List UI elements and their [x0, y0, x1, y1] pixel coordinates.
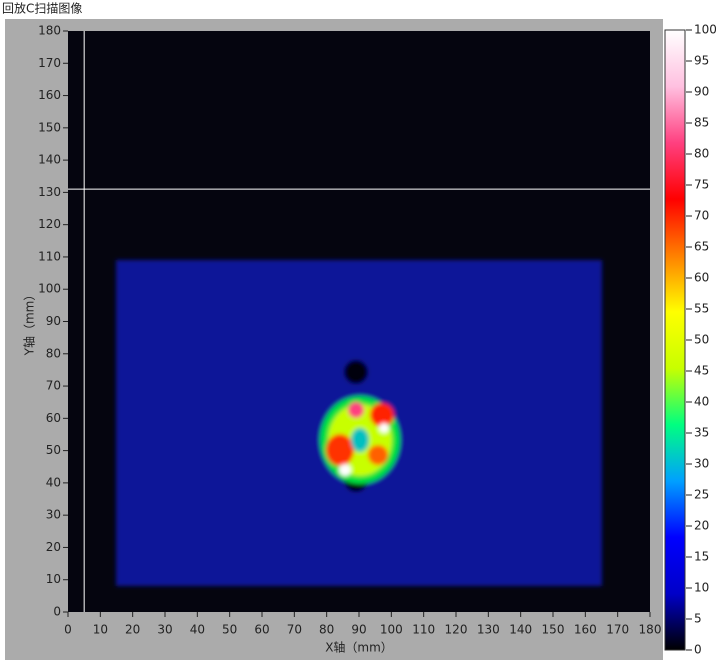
y-tick-label: 140 [38, 153, 61, 167]
x-tick-label: 90 [351, 623, 366, 637]
x-tick-label: 110 [412, 623, 435, 637]
y-tick-label: 160 [38, 88, 61, 102]
colorbar-tick-label: 100 [694, 23, 716, 37]
x-tick-label: 180 [639, 623, 662, 637]
y-tick-label: 20 [46, 540, 61, 554]
colorbar-tick-label: 70 [694, 209, 709, 223]
colorbar-tick-label: 80 [694, 147, 709, 161]
defect [351, 428, 369, 452]
x-axis-label: X轴（mm） [325, 640, 393, 655]
colorbar-tick-label: 90 [694, 85, 709, 99]
y-tick-label: 110 [38, 249, 61, 263]
x-tick-label: 0 [64, 623, 72, 637]
scan-image [116, 260, 602, 586]
y-tick-label: 90 [46, 314, 61, 328]
y-tick-label: 100 [38, 282, 61, 296]
x-tick-label: 40 [190, 623, 205, 637]
y-tick-label: 0 [53, 605, 61, 619]
x-tick-label: 170 [606, 623, 629, 637]
x-tick-label: 20 [125, 623, 140, 637]
colorbar-tick-label: 25 [694, 488, 709, 502]
y-tick-label: 50 [46, 443, 61, 457]
y-tick-label: 150 [38, 120, 61, 134]
y-tick-label: 60 [46, 411, 61, 425]
y-axis-label: Y轴（mm） [22, 289, 37, 357]
colorbar-tick-label: 65 [694, 240, 709, 254]
colorbar-tick-label: 45 [694, 364, 709, 378]
defect [339, 464, 351, 476]
window-title: 回放C扫描图像 [2, 1, 82, 16]
colorbar-tick-label: 10 [694, 581, 709, 595]
x-tick-label: 150 [542, 623, 565, 637]
defect [348, 402, 364, 418]
colorbar-tick-label: 55 [694, 302, 709, 316]
colorbar-tick-label: 20 [694, 519, 709, 533]
colorbar-tick-label: 35 [694, 426, 709, 440]
colorbar [664, 29, 686, 651]
defect [370, 403, 394, 427]
x-tick-label: 100 [380, 623, 403, 637]
x-tick-label: 60 [254, 623, 269, 637]
x-tick-label: 10 [93, 623, 108, 637]
x-tick-label: 70 [287, 623, 302, 637]
y-tick-label: 130 [38, 185, 61, 199]
x-tick-label: 130 [477, 623, 500, 637]
colorbar-tick-label: 30 [694, 457, 709, 471]
y-tick-label: 30 [46, 508, 61, 522]
colorbar-tick-label: 50 [694, 333, 709, 347]
colorbar-tick-label: 5 [694, 612, 702, 626]
colorbar-tick-label: 15 [694, 550, 709, 564]
defect [368, 445, 388, 465]
colorbar-tick-label: 95 [694, 54, 709, 68]
colorbar-tick-label: 0 [694, 643, 702, 657]
colorbar-tick-label: 85 [694, 116, 709, 130]
y-tick-label: 180 [38, 24, 61, 38]
x-tick-label: 80 [319, 623, 334, 637]
defect [326, 434, 354, 466]
y-tick-label: 170 [38, 56, 61, 70]
x-tick-label: 50 [222, 623, 237, 637]
hole [344, 360, 368, 384]
colorbar-tick-label: 40 [694, 395, 709, 409]
colorbar-tick-label: 75 [694, 178, 709, 192]
x-tick-label: 120 [445, 623, 468, 637]
colorbar-tick-label: 60 [694, 271, 709, 285]
y-tick-label: 70 [46, 379, 61, 393]
y-tick-label: 40 [46, 475, 61, 489]
x-tick-label: 30 [157, 623, 172, 637]
x-tick-label: 160 [574, 623, 597, 637]
y-tick-label: 120 [38, 217, 61, 231]
y-tick-label: 10 [46, 572, 61, 586]
defect [379, 423, 389, 433]
x-tick-label: 140 [509, 623, 532, 637]
y-tick-label: 80 [46, 346, 61, 360]
